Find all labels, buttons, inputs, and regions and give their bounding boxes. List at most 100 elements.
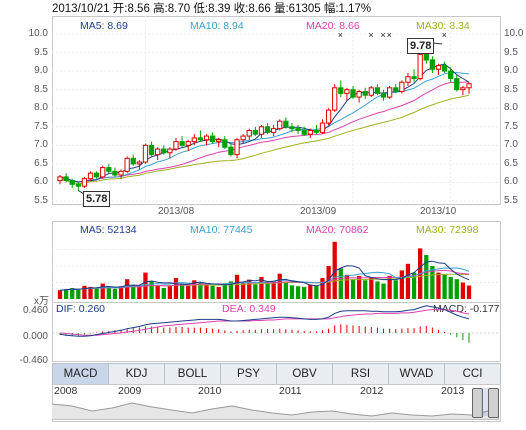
navigator-left-handle[interactable]	[472, 388, 483, 418]
volume-bar-down	[149, 281, 154, 299]
tab-macd[interactable]: MACD	[53, 364, 109, 384]
price-tick-right: 7.5	[504, 120, 518, 132]
tab-obv[interactable]: OBV	[277, 364, 333, 384]
candle-up	[118, 170, 124, 176]
volume-bar-down	[411, 272, 417, 299]
volume-bar-down	[338, 268, 343, 299]
volume-bar-up	[436, 272, 441, 299]
volume-bar-down	[375, 281, 380, 299]
nav-year-2012: 2012	[360, 385, 384, 397]
candle-down	[130, 157, 136, 165]
macd-tick-bottom: -0.460	[19, 355, 48, 366]
low-value: 8.39	[208, 3, 231, 15]
price-tick-right: 6.0	[504, 176, 518, 188]
volume-chart	[52, 241, 499, 299]
volume-bar-down	[393, 280, 398, 299]
volume-bar-up	[387, 275, 392, 299]
candle-down	[393, 87, 399, 93]
candle-down	[380, 92, 387, 98]
tab-wvad[interactable]: WVAD	[389, 364, 445, 384]
price-tick-left: 6.0	[34, 176, 48, 188]
nav-year-2013: 2013	[441, 385, 465, 397]
candle-down	[429, 59, 436, 70]
candle-up	[100, 167, 106, 178]
nav-year-2010: 2010	[198, 385, 222, 397]
volume-bar-down	[161, 288, 166, 299]
price-tick-right: 5.5	[504, 195, 518, 206]
candle-up	[460, 87, 466, 91]
macd-tick-zero: 0.000	[22, 331, 48, 342]
candle-up	[258, 126, 265, 135]
navigator-right-handle[interactable]	[488, 388, 499, 418]
tab-boll[interactable]: BOLL	[165, 364, 221, 384]
candle-down	[441, 65, 448, 72]
volume-bar-down	[381, 283, 386, 299]
low-label: 低:	[193, 3, 209, 15]
navigator-history-line	[52, 402, 499, 420]
dea-line	[59, 309, 470, 336]
candle-up	[155, 148, 161, 156]
volume-bar-down	[302, 286, 307, 299]
volume-ma5-line	[59, 260, 470, 291]
price-tick-left: 8.5	[34, 83, 48, 95]
candle-down	[264, 126, 271, 133]
close-value: 8.66	[248, 3, 271, 15]
dif-line	[59, 305, 470, 337]
nav-year-2011: 2011	[279, 385, 302, 397]
ma30-line	[59, 94, 470, 185]
event-marker: ×	[381, 30, 386, 40]
candle-down	[374, 87, 381, 94]
candle-down	[301, 129, 307, 135]
volume-bar-down	[442, 274, 447, 299]
candle-down	[69, 180, 75, 185]
volume-bar-down	[222, 283, 227, 299]
candle-up	[466, 83, 472, 89]
volume-bar-up	[118, 286, 124, 299]
high-value: 8.70	[167, 3, 191, 15]
candle-up	[307, 129, 313, 135]
volume-bar-down	[253, 284, 258, 299]
price-ma10-label: MA10: 8.94	[190, 20, 244, 32]
volume-bar-up	[192, 280, 197, 299]
candle-down	[197, 137, 204, 141]
quote-info-bar: 2013/10/21 开:8.56 高:8.70 低:8.39 收:8.66 量…	[52, 0, 371, 16]
tab-kdj[interactable]: KDJ	[109, 364, 165, 384]
tab-cci[interactable]: CCI	[462, 368, 483, 380]
candle-up	[87, 172, 94, 180]
ma10-line	[59, 72, 470, 183]
navigator-selection[interactable]	[481, 388, 488, 416]
candle-up	[191, 137, 197, 143]
tab-rsi[interactable]: RSI	[333, 364, 389, 384]
candle-down	[209, 135, 216, 143]
candle-up	[57, 176, 63, 182]
volume-bar-up	[100, 283, 105, 299]
volume-value: 61305	[288, 3, 321, 15]
candle-up	[124, 157, 130, 172]
low-price-callout: 5.78	[83, 191, 111, 207]
candle-down	[362, 91, 368, 96]
volume-bar-up	[344, 274, 350, 299]
candle-down	[454, 78, 460, 91]
volume-bar-up	[320, 278, 325, 299]
open-label: 开:	[112, 3, 128, 15]
candle-down	[423, 53, 429, 61]
volume-bar-down	[424, 255, 429, 299]
candle-down	[338, 87, 344, 94]
candle-up	[435, 65, 442, 70]
indicator-tabs: MACD KDJ BOLL PSY OBV RSI WVAD CCI	[52, 363, 501, 385]
candle-up	[167, 148, 173, 154]
volume-bar-down	[363, 280, 368, 299]
volume-bar-up	[399, 270, 404, 299]
price-tick-left: 9.5	[34, 46, 48, 58]
high-price-callout: 9.78	[407, 38, 435, 54]
candle-up	[136, 161, 142, 165]
volume-bar-up	[466, 285, 472, 299]
volume-ma10-label: MA10: 77445	[190, 224, 253, 236]
candle-up	[368, 87, 374, 96]
macd-tick-top: 0.460	[22, 305, 48, 316]
candle-up	[246, 129, 252, 137]
volume-bar-down	[265, 283, 270, 299]
tab-psy[interactable]: PSY	[221, 364, 277, 384]
candle-up	[325, 109, 332, 124]
candle-up	[216, 139, 222, 143]
